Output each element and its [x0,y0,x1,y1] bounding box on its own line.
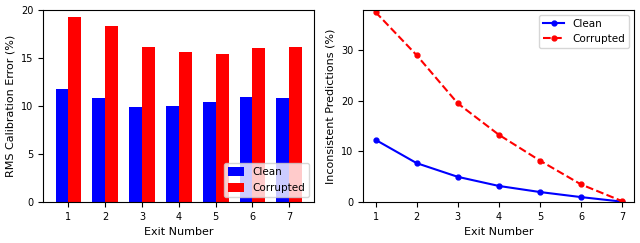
Y-axis label: RMS Calibration Error (%): RMS Calibration Error (%) [6,35,15,177]
Bar [179,52,192,202]
Legend: Clean, Corrupted: Clean, Corrupted [224,163,309,197]
Bar [166,106,179,202]
Corrupted [454,102,461,105]
Bar [56,89,68,202]
Y-axis label: Inconsistent Predictions (%): Inconsistent Predictions (%) [326,28,335,183]
Bar [203,102,216,202]
Bar [92,98,105,202]
Bar [129,107,142,202]
Clean [618,200,626,203]
Bar [239,97,252,202]
Clean [454,175,461,178]
Clean [495,184,502,187]
Line: Corrupted: Corrupted [373,10,625,204]
Legend: Clean, Corrupted: Clean, Corrupted [539,15,629,48]
Bar [216,54,228,202]
Clean [577,196,585,199]
Corrupted [536,159,544,162]
Clean [372,138,380,141]
X-axis label: Exit Number: Exit Number [464,227,534,237]
Corrupted [577,183,585,186]
Corrupted [372,11,380,14]
Bar [68,17,81,202]
Clean [413,162,420,165]
Bar [252,48,266,202]
Bar [142,47,155,202]
Corrupted [618,200,626,203]
X-axis label: Exit Number: Exit Number [144,227,214,237]
Clean [536,191,544,193]
Bar [105,26,118,202]
Bar [289,47,302,202]
Corrupted [495,133,502,136]
Corrupted [413,54,420,57]
Line: Clean: Clean [373,137,625,204]
Bar [276,98,289,202]
